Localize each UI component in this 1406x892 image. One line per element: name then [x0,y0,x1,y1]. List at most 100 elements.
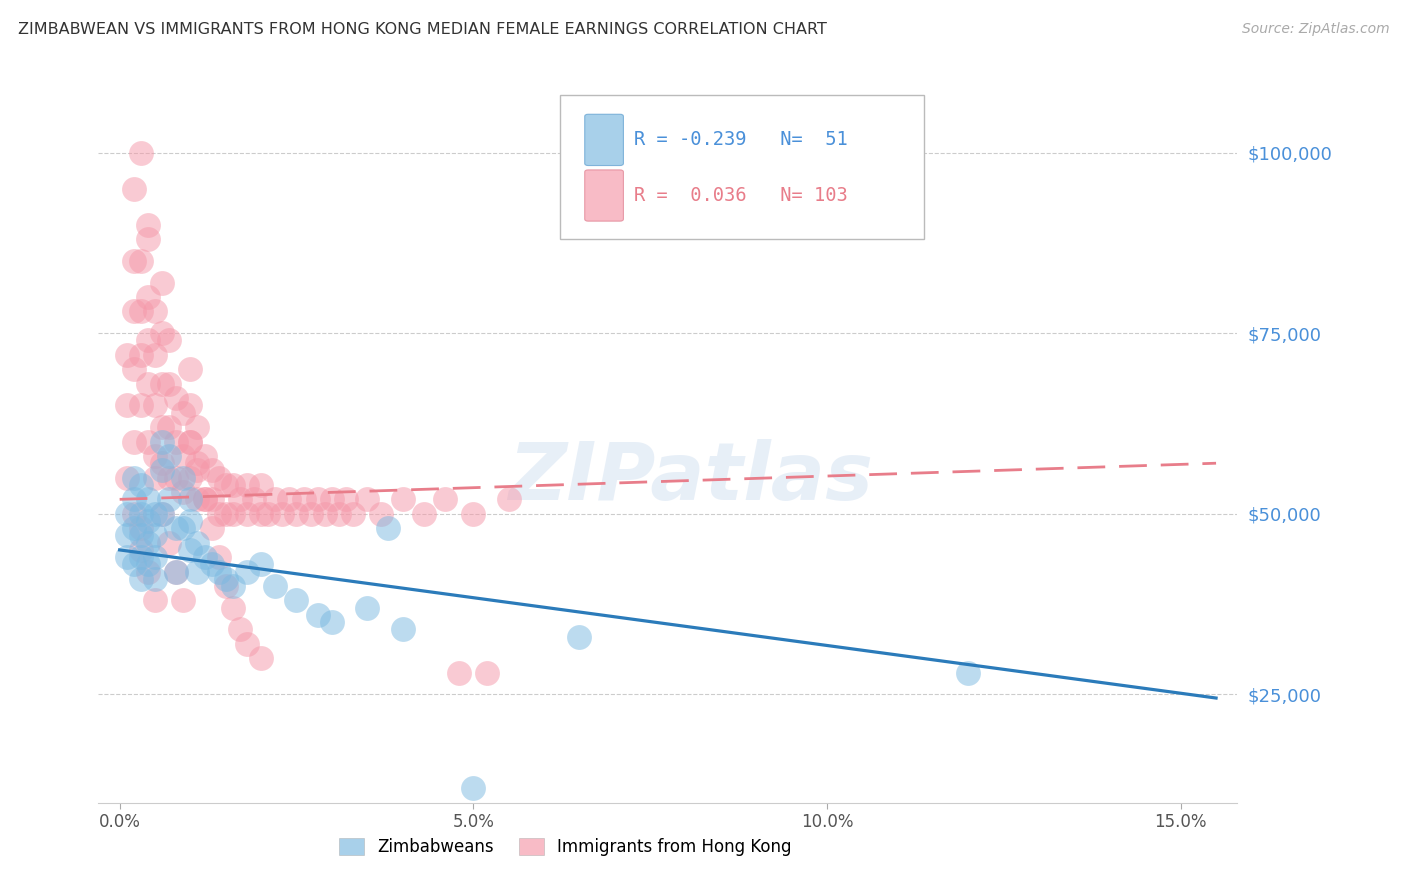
Point [264,579,287,593]
Point [136,376,159,391]
Point [157,492,180,507]
Point [391,492,413,507]
Point [250,558,273,572]
Point [122,362,145,376]
Point [229,623,252,637]
Point [136,492,159,507]
Point [434,492,457,507]
Point [356,600,378,615]
Point [122,470,145,484]
Point [129,521,152,535]
Point [215,572,238,586]
Point [143,572,166,586]
Point [150,507,173,521]
Point [179,470,201,484]
Point [186,463,208,477]
Point [129,304,152,318]
Point [122,507,145,521]
Point [150,434,173,449]
Point [568,630,591,644]
Point [136,290,159,304]
Point [391,623,413,637]
Point [157,470,180,484]
Point [143,470,166,484]
Point [342,507,364,521]
Point [165,565,187,579]
Point [193,449,215,463]
Point [186,492,208,507]
Point [200,558,222,572]
Point [193,550,215,565]
Point [193,492,215,507]
Point [136,434,159,449]
Point [229,492,252,507]
Point [222,579,245,593]
Point [150,507,173,521]
Point [122,181,145,195]
Point [165,565,187,579]
Point [129,478,152,492]
Point [157,449,180,463]
Point [143,593,166,607]
Point [115,507,138,521]
Point [136,558,159,572]
Point [165,470,187,484]
Point [321,492,343,507]
Point [370,507,392,521]
Point [150,326,173,340]
Point [136,232,159,246]
Point [129,528,152,542]
Point [236,478,259,492]
Point [257,507,280,521]
Text: R =  0.036   N= 103: R = 0.036 N= 103 [634,186,848,205]
Point [129,550,152,565]
Point [143,348,166,362]
Point [463,507,485,521]
Point [115,348,138,362]
Point [236,637,259,651]
Point [377,521,399,535]
Point [498,492,520,507]
Point [157,535,180,549]
Point [215,579,238,593]
Point [179,434,201,449]
Text: Source: ZipAtlas.com: Source: ZipAtlas.com [1241,22,1389,37]
Point [172,449,194,463]
Point [150,456,173,470]
Point [143,449,166,463]
Point [463,781,485,796]
Point [222,478,245,492]
FancyBboxPatch shape [585,169,623,221]
Point [129,348,152,362]
Point [136,514,159,528]
Point [278,492,301,507]
Point [157,420,180,434]
Point [222,507,245,521]
Point [179,492,201,507]
FancyBboxPatch shape [585,114,623,166]
Point [172,593,194,607]
Point [328,507,350,521]
Point [193,492,215,507]
Point [136,334,159,348]
Point [143,550,166,565]
Point [321,615,343,630]
Point [186,456,208,470]
Point [179,542,201,557]
Text: R = -0.239   N=  51: R = -0.239 N= 51 [634,130,848,149]
Point [236,507,259,521]
Point [179,514,201,528]
Point [150,463,173,477]
Point [129,145,152,160]
Point [172,406,194,420]
Point [250,478,273,492]
Point [179,398,201,412]
Point [957,665,980,680]
Point [143,528,166,542]
Point [186,535,208,549]
Point [222,600,245,615]
Point [335,492,357,507]
Point [122,434,145,449]
Point [271,507,294,521]
Point [157,334,180,348]
